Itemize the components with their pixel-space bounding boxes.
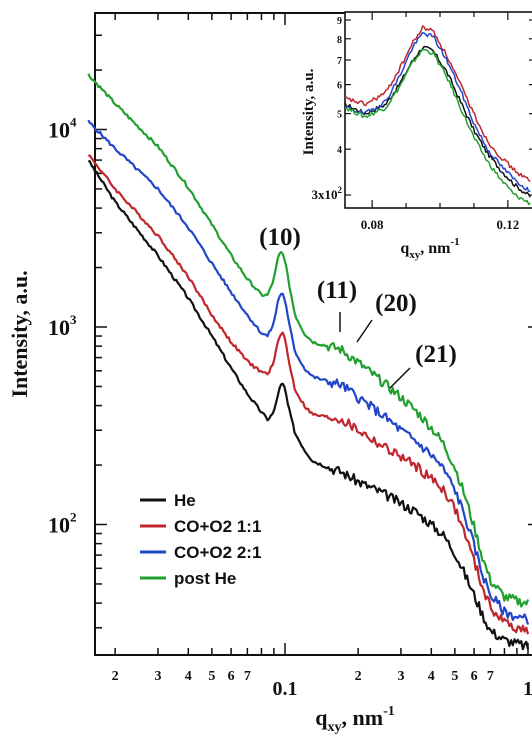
- x-tick-label: 7: [487, 669, 494, 684]
- x-tick-label: 1: [523, 678, 532, 700]
- x-tick-label: 3: [154, 669, 161, 684]
- x-tick-label: 2: [112, 669, 119, 684]
- inset-y-tick-label: 3x102: [312, 185, 343, 202]
- x-axis-title: qxy, nm-1: [315, 704, 394, 735]
- peak-label: (10): [259, 224, 301, 251]
- y-tick-label: 103: [48, 312, 77, 340]
- legend-label: He: [174, 491, 196, 510]
- legend-label: CO+O2 1:1: [174, 517, 261, 536]
- inset-series-line-co-o2-1-1: [345, 25, 531, 183]
- inset-series-line-post-he: [344, 48, 531, 206]
- inset-series-lines: [344, 25, 531, 206]
- x-tick-label: 4: [185, 669, 192, 684]
- peak-pointer-20: [356, 319, 373, 343]
- inset-y-tick-label: 8: [337, 35, 342, 46]
- series-line-he: [88, 159, 530, 651]
- peak-pointer-21: [389, 367, 411, 389]
- series-line-co-o2-2-1: [87, 119, 530, 625]
- x-tick-label: 6: [228, 669, 235, 684]
- inset-x-axis-title: qxy, nm-1: [400, 236, 459, 261]
- main-plot-frame: [94, 12, 532, 656]
- peak-label: (21): [415, 341, 457, 368]
- y-tick-label: 104: [48, 115, 77, 143]
- peak-label: (11): [317, 277, 357, 304]
- inset-y-axis-title: Intensity, a.u.: [301, 68, 317, 155]
- series-line-co-o2-1-1: [88, 154, 530, 635]
- inset-x-tick-label: 0.12: [496, 217, 519, 232]
- inset-y-tick-label: 9: [337, 16, 342, 27]
- x-tick-label: 4: [428, 669, 435, 684]
- legend-label: post He: [174, 569, 236, 588]
- x-tick-label: 6: [471, 669, 478, 684]
- x-tick-label: 7: [244, 669, 251, 684]
- inset-series-line-co-o2-2-1: [344, 31, 531, 193]
- peak-label: (20): [375, 290, 417, 317]
- x-tick-label: 5: [451, 669, 458, 684]
- inset-x-tick-label: 0.08: [361, 217, 384, 232]
- inset-y-tick-label: 7: [337, 56, 342, 67]
- inset-y-tick-label: 5: [337, 110, 342, 121]
- inset-y-tick-label: 4: [337, 145, 342, 156]
- legend-label: CO+O2 2:1: [174, 543, 261, 562]
- peak-labels: (10) (11) (20) (21): [259, 224, 457, 389]
- y-axis-title: Intensity, a.u.: [7, 270, 32, 397]
- legend: He CO+O2 1:1 CO+O2 2:1 post He: [140, 491, 261, 588]
- inset-axis-ticks: 0.08 0.12 3x102 4 5 6 7 8 9: [312, 12, 532, 232]
- x-tick-label: 0.1: [273, 678, 298, 700]
- x-tick-label: 5: [208, 669, 215, 684]
- x-tick-label: 2: [355, 669, 362, 684]
- inset-chart: 0.08 0.12 3x102 4 5 6 7 8 9 Intensity, a.u. qxy,…: [301, 11, 532, 261]
- inset-y-tick-label: 6: [337, 81, 342, 92]
- series-line-post-he: [87, 73, 530, 608]
- x-tick-label: 3: [397, 669, 404, 684]
- main-series-lines: [87, 73, 530, 651]
- y-tick-label: 102: [48, 510, 77, 538]
